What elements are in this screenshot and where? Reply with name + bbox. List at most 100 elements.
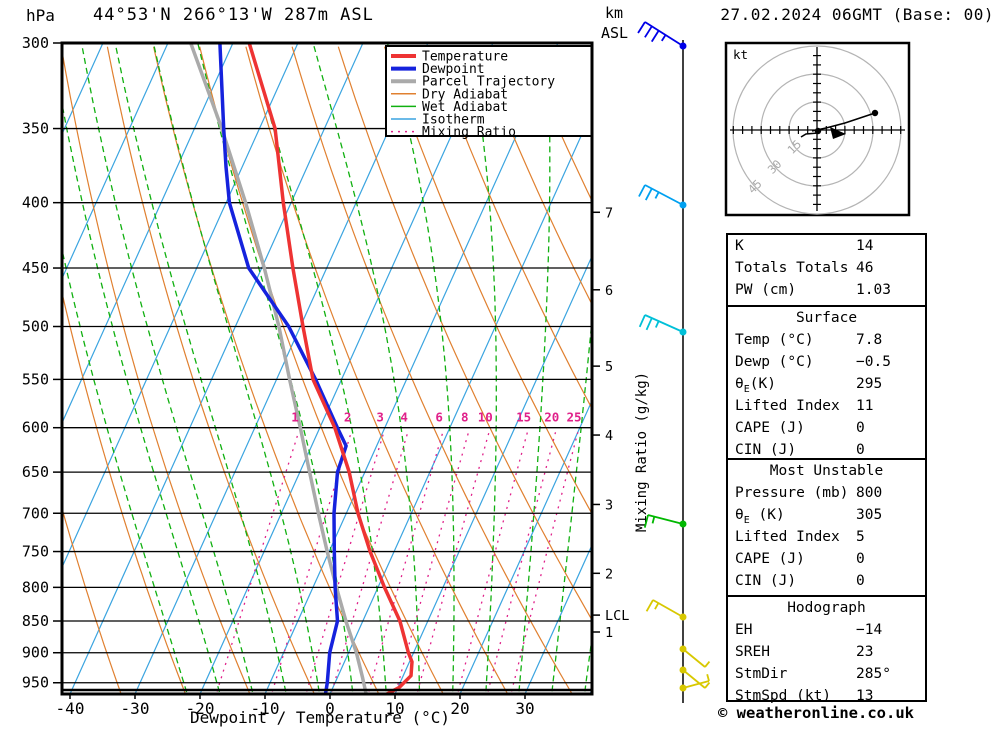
- parcel-trajectory-curve: [188, 43, 368, 694]
- row-value: 0: [856, 420, 865, 436]
- row-label: StmSpd (kt): [735, 688, 832, 704]
- row-value: 800: [856, 485, 883, 501]
- row-label: CAPE (J): [735, 551, 805, 567]
- mixing-ratio-label: 15: [516, 410, 531, 425]
- row-value: 11: [856, 398, 874, 414]
- wind-barb-half-feather: [704, 661, 711, 668]
- pressure-tick-label: 550: [22, 370, 49, 388]
- temp-tick-label: 20: [450, 699, 469, 718]
- dry-adiabat-line: [337, 46, 592, 622]
- pressure-tick-label: 800: [22, 578, 49, 596]
- row-label: CIN (J): [735, 442, 797, 458]
- isotherm-line: [62, 43, 234, 425]
- isotherm-line: [199, 43, 494, 694]
- row-value: 5: [856, 529, 865, 545]
- km-tick-label: 4: [605, 428, 613, 444]
- table-row: StmSpd (kt) 13: [728, 685, 925, 707]
- mixing-ratio-label: 1: [291, 410, 299, 425]
- row-label: Pressure (mb): [735, 485, 849, 501]
- row-value: 0: [856, 442, 865, 458]
- table-row: CIN (J) 0: [728, 570, 925, 592]
- row-label: Temp (°C): [735, 332, 814, 348]
- row-label: K: [735, 238, 744, 254]
- wind-barb: [682, 669, 711, 689]
- pressure-tick-label: 750: [22, 543, 49, 561]
- wind-barb-half-feather: [654, 191, 660, 199]
- isotherm-line: [524, 543, 592, 694]
- dry-adiabat-line: [62, 506, 122, 694]
- altitude-axis-unit-km: km: [605, 4, 624, 22]
- legend-label: Dry Adiabat: [422, 87, 508, 102]
- plot-area: 1 2 3 4 6 8 10 15 20 25: [62, 43, 592, 694]
- pressure-tick-label: 400: [22, 194, 49, 212]
- pressure-tick-label: 850: [22, 612, 49, 630]
- dewpoint-curve: [218, 43, 348, 694]
- wind-barb-staff: [682, 648, 706, 668]
- row-label: CIN (J): [735, 573, 797, 589]
- indices-table-surface: Surface Temp (°C) 7.8 Dewp (°C) −0.5 θE(K) 295…: [726, 305, 927, 460]
- isotherm-line: [329, 110, 592, 694]
- isotherm-line: [264, 43, 559, 694]
- wind-barb: [637, 21, 684, 47]
- table-row: K 14: [728, 235, 925, 257]
- wind-barb-feather: [644, 188, 653, 201]
- row-label: θE(K): [735, 376, 776, 395]
- row-value: 23: [856, 644, 874, 660]
- km-tick-label: 5: [605, 359, 613, 375]
- pressure-tick-label: 650: [22, 463, 49, 481]
- dry-adiabat-line: [106, 46, 316, 694]
- mixing-ratio-line: [510, 432, 579, 694]
- dry-adiabat-line: [245, 46, 509, 694]
- indices-table-hodograph: Hodograph EH −14 SREH 23 StmDir 285° StmSpd (kt…: [726, 595, 927, 704]
- altitude-axis-unit-asl: ASL: [601, 24, 629, 42]
- mixing-ratio-label: 2: [344, 410, 352, 425]
- row-value: 0: [856, 573, 865, 589]
- km-tick-label: 6: [605, 283, 613, 299]
- row-value: 295: [856, 376, 883, 392]
- wet-adiabat-line: [468, 43, 497, 694]
- copyright-note: © weatheronline.co.uk: [718, 704, 914, 722]
- row-value: 305: [856, 507, 883, 523]
- temperature-curve: [247, 43, 414, 694]
- mixing-ratio-label: 10: [478, 410, 493, 425]
- wind-barb-staff: [644, 21, 684, 47]
- isotherm-line: [69, 43, 364, 694]
- dry-adiabat-line: [62, 47, 251, 694]
- dry-adiabat-line: [199, 46, 444, 694]
- wet-adiabat-line: [312, 43, 421, 694]
- row-value: 1.03: [856, 282, 891, 298]
- wind-barb-feather: [638, 314, 646, 328]
- lcl-label: LCL: [605, 608, 629, 624]
- temp-tick-label: 10: [385, 699, 404, 718]
- row-value: 46: [856, 260, 874, 276]
- table-row: θE (K) 305: [728, 504, 925, 526]
- wind-barb-staff: [647, 514, 684, 525]
- legend-label: Dewpoint: [422, 62, 485, 77]
- legend-box: [385, 45, 593, 137]
- wind-barb: [638, 184, 684, 206]
- wind-barb-half-feather: [654, 320, 660, 328]
- pressure-tick-label: 300: [22, 34, 49, 52]
- km-tick-label: 7: [605, 205, 613, 221]
- table-row: Pressure (mb) 800: [728, 482, 925, 504]
- wind-barb: [645, 599, 684, 618]
- table-row: Totals Totals 46: [728, 257, 925, 279]
- table-row: CAPE (J) 0: [728, 548, 925, 570]
- wind-level-dot: [679, 201, 687, 209]
- table-row: Lifted Index 5: [728, 526, 925, 548]
- wet-adiabat-line: [551, 314, 592, 694]
- wind-barb-half-feather: [704, 682, 711, 689]
- wind-barb-staff: [652, 599, 684, 618]
- table-row: CIN (J) 0: [728, 439, 925, 461]
- isotherm-line: [394, 254, 592, 694]
- wind-barb: [643, 514, 684, 528]
- km-tick-label: 1: [605, 625, 613, 641]
- wind-barb-feather: [645, 317, 653, 331]
- dry-adiabat-line: [383, 46, 592, 515]
- row-value: −0.5: [856, 354, 891, 370]
- pressure-tick-label: 900: [22, 644, 49, 662]
- row-label: Dewp (°C): [735, 354, 814, 370]
- row-label: CAPE (J): [735, 420, 805, 436]
- temp-tick-label: 30: [515, 699, 534, 718]
- table-row: SREH 23: [728, 641, 925, 663]
